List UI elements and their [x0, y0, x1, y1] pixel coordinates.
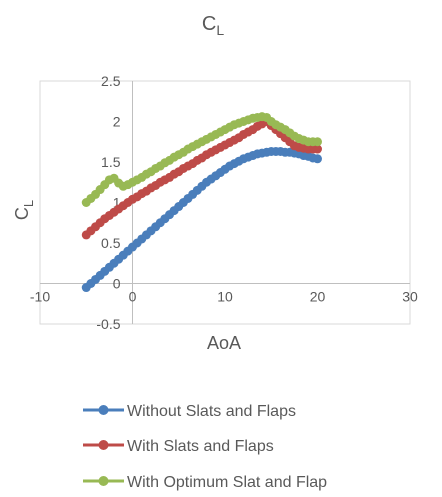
svg-text:CL: CL: [202, 13, 224, 38]
x-tick-label: 10: [217, 289, 233, 305]
chart-title: CL: [202, 13, 224, 38]
legend-swatch-marker: [98, 440, 109, 450]
x-tick-label: -10: [30, 289, 50, 305]
series-group: [81, 112, 322, 293]
legend-item: Without Slats and Flaps: [83, 403, 296, 420]
y-tick-label: 2: [113, 114, 121, 130]
y-tick-label: 1: [113, 195, 121, 211]
x-tick-label: 0: [129, 289, 137, 305]
y-tick-label: 0: [113, 276, 121, 292]
y-tick-label: -0.5: [96, 316, 120, 332]
legend: Without Slats and Flaps With Slats and Fl…: [83, 403, 327, 491]
y-tick-label: 2.5: [101, 73, 121, 89]
y-axis-label: CL: [12, 200, 36, 220]
legend-swatch-marker: [98, 476, 109, 486]
x-tick-labels: -10 0 10 20 30: [30, 289, 418, 305]
y-tick-label: 1.5: [101, 154, 121, 170]
series-1: [81, 146, 322, 293]
y-axis-label-subscript: L: [21, 200, 36, 207]
legend-label: With Slats and Flaps: [127, 438, 274, 455]
chart-title-main: C: [202, 13, 216, 35]
plot-area: [39, 80, 411, 325]
series-3: [81, 112, 322, 207]
data-point: [313, 144, 322, 154]
y-tick-labels: -0.5 0 0.5 1 1.5 2 2.5: [96, 73, 120, 332]
x-tick-label: 20: [310, 289, 326, 305]
legend-item: With Slats and Flaps: [83, 438, 274, 455]
legend-label: Without Slats and Flaps: [127, 403, 296, 420]
x-tick-label: 30: [402, 289, 418, 305]
legend-swatch-marker: [98, 405, 109, 415]
x-axis-label: AoA: [207, 333, 241, 353]
y-tick-label: 0.5: [101, 235, 121, 251]
legend-label: With Optimum Slat and Flap: [127, 474, 327, 491]
series-2: [81, 117, 322, 240]
data-point: [313, 154, 322, 164]
series-line: [85, 149, 318, 289]
data-point: [313, 137, 322, 147]
legend-item: With Optimum Slat and Flap: [83, 474, 327, 491]
chart-title-subscript: L: [216, 22, 224, 38]
y-axis-label-main: C: [12, 207, 32, 220]
